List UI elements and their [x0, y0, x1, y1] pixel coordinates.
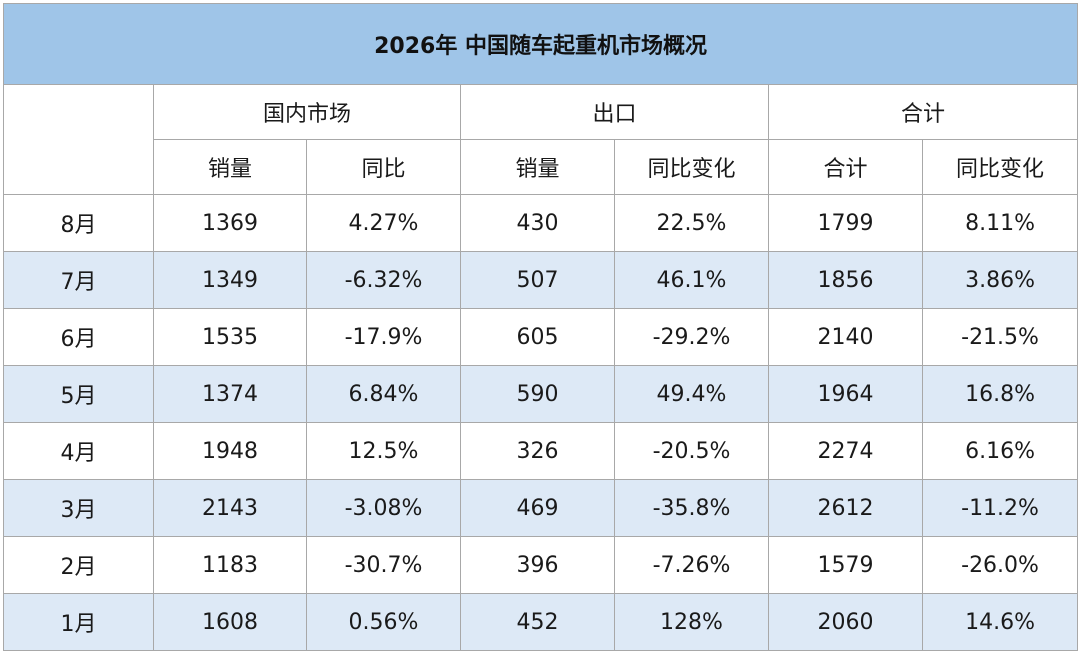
table-row: 5月 1374 6.84% 590 49.4% 1964 16.8% [3, 365, 1079, 423]
group-header-row: 国内市场 出口 合计 [3, 84, 1079, 195]
export-sales-cell: 452 [460, 593, 615, 651]
table-title: 2026年 中国随车起重机市场概况 [2, 3, 1079, 85]
subheader-total-yoy: 同比变化 [921, 139, 1079, 195]
group-header-total: 合计 [767, 84, 1079, 140]
subheader-domestic-sales: 销量 [153, 139, 307, 195]
total-yoy-cell: 14.6% [921, 593, 1079, 651]
table-row: 4月 1948 12.5% 326 -20.5% 2274 6.16% [3, 422, 1079, 480]
total-yoy-cell: -11.2% [921, 479, 1079, 537]
month-cell: 3月 [3, 479, 154, 537]
total-sales-cell: 2140 [768, 308, 923, 366]
domestic-yoy-cell: 12.5% [306, 422, 461, 480]
total-yoy-cell: -26.0% [921, 536, 1079, 594]
subheader-export-yoy: 同比变化 [614, 139, 769, 195]
month-cell: 7月 [3, 251, 154, 309]
total-sales-cell: 1799 [768, 194, 923, 252]
market-table: 2026年 中国随车起重机市场概况 国内市场 出口 合计 销量 同比 销量 同比… [2, 3, 1079, 651]
total-yoy-cell: -21.5% [921, 308, 1079, 366]
export-sales-cell: 590 [460, 365, 615, 423]
subheader-domestic-yoy: 同比 [306, 139, 461, 195]
month-header-empty [3, 84, 154, 195]
total-sales-cell: 2274 [768, 422, 923, 480]
export-yoy-cell: -20.5% [614, 422, 769, 480]
title-row: 2026年 中国随车起重机市场概况 [2, 3, 1079, 85]
subheader-export-sales: 销量 [460, 139, 615, 195]
domestic-yoy-cell: 4.27% [306, 194, 461, 252]
market-table-container: 2026年 中国随车起重机市场概况 国内市场 出口 合计 销量 同比 销量 同比… [2, 3, 1079, 651]
export-sales-cell: 507 [460, 251, 615, 309]
month-cell: 5月 [3, 365, 154, 423]
total-sales-cell: 2060 [768, 593, 923, 651]
total-yoy-cell: 3.86% [921, 251, 1079, 309]
table-row: 2月 1183 -30.7% 396 -7.26% 1579 -26.0% [3, 536, 1079, 594]
total-sales-cell: 1856 [768, 251, 923, 309]
table-row: 1月 1608 0.56% 452 128% 2060 14.6% [3, 593, 1079, 651]
export-yoy-cell: 128% [614, 593, 769, 651]
group-header-export: 出口 [460, 84, 769, 140]
export-yoy-cell: 49.4% [614, 365, 769, 423]
domestic-sales-cell: 1349 [153, 251, 307, 309]
domestic-yoy-cell: 0.56% [306, 593, 461, 651]
subheader-total-sales: 合计 [768, 139, 923, 195]
export-yoy-cell: 46.1% [614, 251, 769, 309]
export-yoy-cell: -7.26% [614, 536, 769, 594]
domestic-sales-cell: 1374 [153, 365, 307, 423]
export-sales-cell: 326 [460, 422, 615, 480]
total-sales-cell: 2612 [768, 479, 923, 537]
table-row: 8月 1369 4.27% 430 22.5% 1799 8.11% [3, 194, 1079, 252]
sub-header-row: 销量 同比 销量 同比变化 合计 同比变化 [4, 139, 1079, 195]
table-row: 6月 1535 -17.9% 605 -29.2% 2140 -21.5% [3, 308, 1079, 366]
table-row: 7月 1349 -6.32% 507 46.1% 1856 3.86% [3, 251, 1079, 309]
domestic-yoy-cell: -6.32% [306, 251, 461, 309]
total-yoy-cell: 6.16% [921, 422, 1079, 480]
domestic-yoy-cell: -17.9% [306, 308, 461, 366]
export-yoy-cell: 22.5% [614, 194, 769, 252]
month-cell: 4月 [3, 422, 154, 480]
domestic-yoy-cell: -3.08% [306, 479, 461, 537]
month-cell: 6月 [3, 308, 154, 366]
export-sales-cell: 469 [460, 479, 615, 537]
total-yoy-cell: 8.11% [921, 194, 1079, 252]
group-header-domestic: 国内市场 [153, 84, 461, 140]
month-cell: 8月 [3, 194, 154, 252]
domestic-sales-cell: 1948 [153, 422, 307, 480]
month-cell: 1月 [3, 593, 154, 651]
domestic-sales-cell: 1535 [153, 308, 307, 366]
export-sales-cell: 430 [460, 194, 615, 252]
total-sales-cell: 1964 [768, 365, 923, 423]
domestic-sales-cell: 1369 [153, 194, 307, 252]
domestic-yoy-cell: 6.84% [306, 365, 461, 423]
domestic-sales-cell: 2143 [153, 479, 307, 537]
domestic-sales-cell: 1183 [153, 536, 307, 594]
domestic-yoy-cell: -30.7% [306, 536, 461, 594]
export-yoy-cell: -29.2% [614, 308, 769, 366]
table-row: 3月 2143 -3.08% 469 -35.8% 2612 -11.2% [3, 479, 1079, 537]
export-yoy-cell: -35.8% [614, 479, 769, 537]
domestic-sales-cell: 1608 [153, 593, 307, 651]
month-cell: 2月 [3, 536, 154, 594]
export-sales-cell: 396 [460, 536, 615, 594]
total-yoy-cell: 16.8% [921, 365, 1079, 423]
export-sales-cell: 605 [460, 308, 615, 366]
total-sales-cell: 1579 [768, 536, 923, 594]
